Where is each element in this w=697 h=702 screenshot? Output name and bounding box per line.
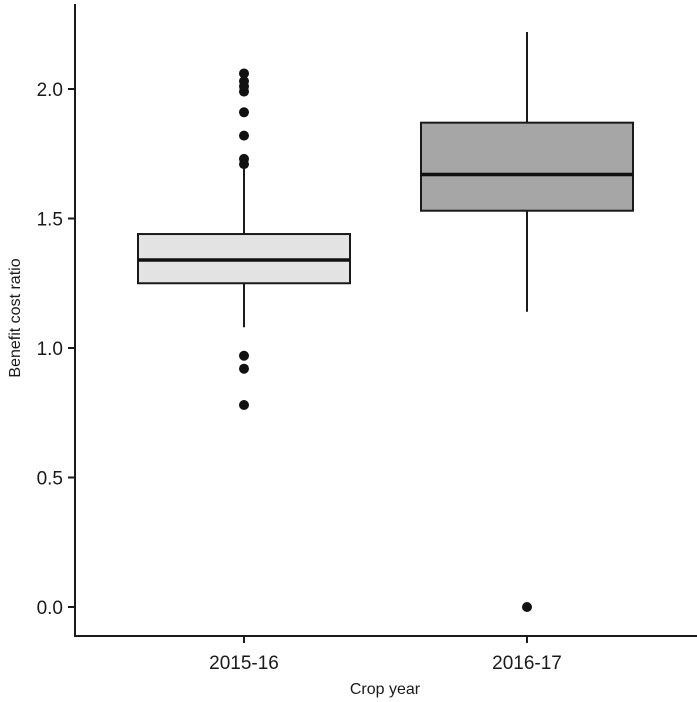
y-tick-label: 1.0 — [37, 339, 63, 360]
x-tick-label: 2015-16 — [209, 653, 279, 674]
outlier-point — [239, 68, 249, 79]
outlier-point — [239, 153, 249, 164]
y-tick-label: 0.5 — [37, 469, 63, 490]
x-axis-title: Crop year — [350, 681, 421, 698]
y-axis-title: Benefit cost ratio — [7, 258, 24, 377]
outlier-point — [239, 350, 249, 361]
outlier-point — [239, 130, 249, 141]
iqr-box — [420, 121, 634, 212]
box-group-2016-17 — [420, 32, 634, 612]
outlier-point — [239, 399, 249, 410]
y-tick-label: 1.5 — [37, 210, 63, 231]
outlier-point — [239, 363, 249, 374]
box-group-2015-16 — [137, 68, 351, 410]
outlier-point — [239, 76, 249, 87]
y-tick-label: 2.0 — [37, 80, 63, 101]
plot-area — [137, 32, 634, 612]
y-axis-ticks: 0.0 0.5 1.0 1.5 2.0 — [37, 80, 75, 619]
x-axis-ticks: 2015-16 2016-17 — [209, 636, 562, 674]
outlier-point — [239, 107, 249, 118]
x-tick-label: 2016-17 — [492, 653, 562, 674]
y-tick-label: 0.0 — [37, 598, 63, 619]
outlier-point — [522, 602, 532, 612]
